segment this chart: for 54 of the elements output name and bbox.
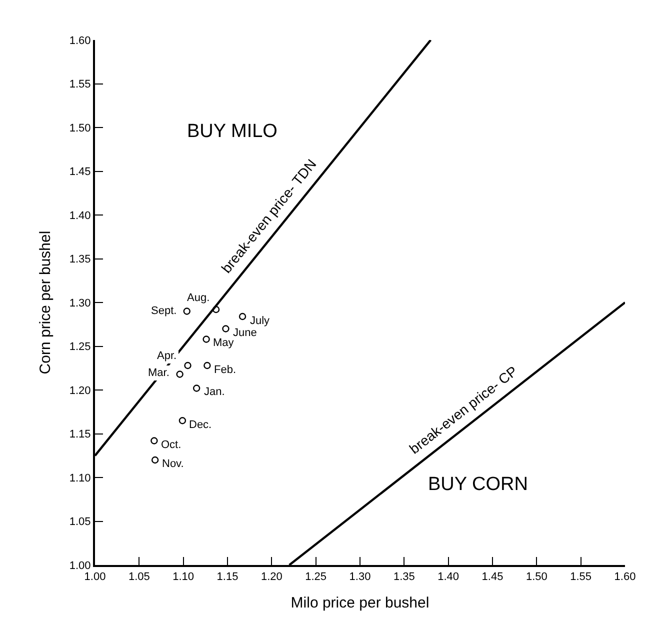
x-tick-label: 1.10: [172, 571, 194, 584]
y-tick-label: 1.55: [69, 78, 91, 91]
annotation: Nov.: [162, 458, 184, 470]
annotation: Oct.: [161, 439, 182, 451]
x-tick-label: 1.25: [305, 571, 327, 584]
x-tick-label: 1.15: [216, 571, 238, 584]
point: [238, 312, 246, 320]
y-tick-label: 1.40: [69, 210, 91, 222]
y-tick-label: 1.05: [69, 516, 91, 528]
annotation: June: [233, 327, 257, 339]
annotation: Apr.: [157, 350, 177, 362]
point: [184, 362, 192, 370]
point: [183, 308, 190, 315]
annotation: Mar.: [148, 367, 170, 379]
y-tick-label: 1.35: [69, 254, 91, 266]
x-tick-label: 1.40: [438, 571, 460, 584]
y-tick-label: 1.30: [69, 297, 91, 310]
x-tick-label: 1.55: [570, 571, 592, 584]
y-tick-label: 1.15: [69, 428, 91, 441]
point: [192, 384, 200, 392]
annotation: Jan.: [204, 386, 225, 398]
point: [202, 336, 210, 343]
x-tick-label: 1.05: [128, 571, 150, 584]
annotation: July: [250, 315, 270, 327]
point: [222, 325, 230, 332]
point: [178, 417, 186, 424]
x-tick-label: 1.20: [260, 571, 282, 584]
y-tick-label: 1.10: [69, 472, 91, 484]
y-tick-label: 1.25: [69, 341, 91, 354]
point: [212, 306, 220, 314]
y-tick-label: 1.00: [69, 560, 91, 572]
annotation: Feb.: [214, 364, 236, 376]
x-tick-label: 1.00: [84, 571, 106, 584]
annotation: BUY CORN: [428, 474, 528, 495]
x-tick-label: 1.50: [526, 571, 548, 584]
point: [204, 362, 211, 370]
x-tick-label: 1.45: [482, 571, 504, 584]
point: [176, 370, 184, 378]
y-tick-label: 1.45: [69, 166, 91, 178]
annotation: Sept.: [151, 305, 177, 317]
y-tick-label: 1.50: [69, 122, 91, 134]
x-axis-title: Milo price per bushel: [290, 594, 430, 612]
point: [151, 456, 159, 464]
annotation: May: [213, 337, 234, 349]
y-tick-label: 1.20: [69, 384, 91, 397]
x-tick-label: 1.60: [614, 571, 636, 584]
annotation: BUY MILO: [187, 121, 278, 142]
y-axis-title: Corn price per bushel: [37, 230, 54, 374]
point: [150, 437, 158, 444]
x-tick-label: 1.30: [349, 571, 371, 584]
x-tick-label: 1.35: [393, 571, 415, 584]
annotation: Dec.: [189, 419, 212, 431]
y-tick-label: 1.60: [69, 34, 91, 47]
annotation: Aug.: [187, 292, 210, 304]
